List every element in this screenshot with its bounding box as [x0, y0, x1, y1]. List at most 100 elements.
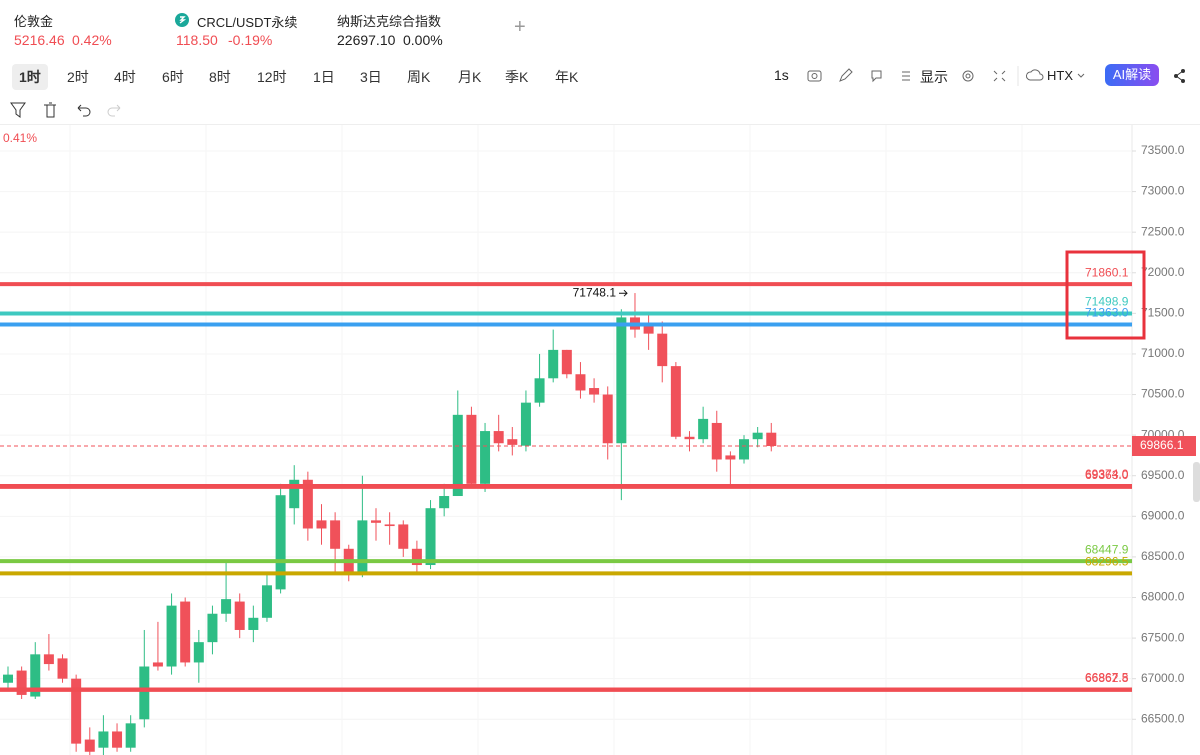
- y-tick-label: 72500.0: [1141, 224, 1185, 238]
- candle-body: [289, 479, 300, 509]
- candle-body: [330, 520, 341, 549]
- high-marker-arrow: [619, 289, 628, 297]
- timeframe-tab[interactable]: 季K: [505, 69, 529, 85]
- candle-body: [384, 524, 395, 527]
- candle-body: [657, 333, 668, 367]
- y-tick-label: 67500.0: [1141, 630, 1185, 644]
- timeframe-tab[interactable]: 4时: [114, 69, 136, 85]
- y-tick-label: 71000.0: [1141, 346, 1185, 360]
- timeframe-tab[interactable]: 8时: [209, 69, 231, 85]
- y-tick-label: 69500.0: [1141, 468, 1185, 482]
- y-tick-label: 68000.0: [1141, 590, 1185, 604]
- ticker-name[interactable]: CRCL/USDT永续: [197, 15, 298, 30]
- candle-body: [193, 642, 204, 663]
- candle-body: [112, 731, 123, 748]
- candle-body: [398, 524, 409, 549]
- draw-tools: [10, 102, 121, 118]
- candle-body: [698, 418, 709, 440]
- candle-body: [602, 394, 613, 444]
- price-line-label: 71860.1: [1085, 265, 1129, 279]
- last-price-tag: [1132, 435, 1196, 456]
- candle-body: [534, 378, 545, 403]
- y-tick-label: 67000.0: [1141, 671, 1185, 685]
- candle-body: [507, 439, 518, 445]
- ai-button[interactable]: AI解读: [1105, 64, 1159, 86]
- candle-body: [57, 658, 68, 679]
- candle-body: [425, 508, 436, 566]
- candle-body: [439, 496, 450, 509]
- candle-body: [711, 422, 722, 460]
- candle-body: [98, 731, 109, 748]
- candle-body: [548, 349, 559, 379]
- candle-body: [561, 349, 572, 375]
- candle-body: [180, 601, 191, 663]
- ticker-name[interactable]: 伦敦金: [14, 14, 54, 29]
- timeframe-tab[interactable]: 月K: [458, 69, 482, 85]
- candle-body: [248, 617, 259, 630]
- candle-body: [302, 479, 313, 529]
- timeframe-tab[interactable]: 1日: [313, 69, 335, 85]
- candle-body: [411, 548, 422, 566]
- exchange-select[interactable]: HTX: [1047, 68, 1073, 83]
- price-line-label: 69363.0: [1085, 468, 1129, 482]
- y-tick-label: 73500.0: [1141, 143, 1185, 157]
- timeframe-tab[interactable]: 6时: [162, 69, 184, 85]
- candle-body: [234, 601, 245, 630]
- ticker-price: 118.50: [176, 32, 218, 48]
- add-button[interactable]: +: [514, 16, 526, 38]
- price-line-label: 69374.0: [1085, 467, 1129, 481]
- candle-body: [16, 670, 27, 695]
- candle-body: [493, 431, 504, 444]
- candle-body: [316, 520, 327, 529]
- candle-body: [480, 431, 491, 484]
- candle-body: [152, 662, 163, 667]
- timeframe-tab[interactable]: 1时: [12, 64, 48, 90]
- ticker-change: 0.00%: [403, 32, 443, 48]
- candle-body: [125, 723, 136, 748]
- ticker-name[interactable]: 纳斯达克综合指数: [337, 14, 442, 29]
- timeframe-tab[interactable]: 周K: [407, 69, 431, 85]
- candle-body: [670, 366, 681, 437]
- y-tick-label: 70500.0: [1141, 387, 1185, 401]
- ticker-price: 5216.46: [14, 32, 65, 48]
- interval[interactable]: 1s: [774, 67, 789, 83]
- highlight-box: [1065, 250, 1146, 340]
- candle-body: [261, 585, 272, 618]
- last-price-label: 69866.1: [1140, 438, 1184, 452]
- y-tick-label: 73000.0: [1141, 184, 1185, 198]
- candle-body: [71, 678, 82, 744]
- candle-body: [739, 439, 750, 460]
- y-tick-label: 69000.0: [1141, 508, 1185, 522]
- display-button[interactable]: 显示: [920, 69, 948, 85]
- y-tick-label: 68500.0: [1141, 549, 1185, 563]
- timeframe-tab[interactable]: 年K: [555, 69, 579, 85]
- candle-body: [752, 432, 763, 440]
- price-line-label: 66867.5: [1085, 671, 1129, 685]
- candle-body: [575, 374, 586, 391]
- price-line-label: 68447.9: [1085, 542, 1129, 556]
- candle-body: [452, 414, 463, 497]
- candle-body: [766, 432, 777, 446]
- scroll-handle[interactable]: [1193, 462, 1200, 502]
- timeframe-tab[interactable]: 2时: [67, 69, 89, 85]
- candle-body: [43, 654, 54, 665]
- candle-body: [30, 654, 41, 697]
- candle-body: [3, 674, 13, 683]
- candle-body: [221, 599, 232, 614]
- timeframe-tab[interactable]: 3日: [360, 69, 382, 85]
- candle-body: [139, 666, 150, 720]
- change-label: 0.41%: [3, 131, 38, 145]
- candle-body: [207, 613, 218, 643]
- coin-icon: [175, 13, 189, 27]
- candle-body: [643, 325, 654, 334]
- toolbar-icons: [807, 66, 1185, 86]
- timeframe-tab[interactable]: 12时: [257, 69, 287, 85]
- price-line-label: 68296.5: [1085, 555, 1129, 569]
- ticker-price: 22697.10: [337, 32, 396, 48]
- candle-body: [357, 520, 368, 572]
- y-tick-label: 72000.0: [1141, 265, 1185, 279]
- price-line-label: 71363.0: [1085, 306, 1129, 320]
- candle-body: [371, 520, 382, 523]
